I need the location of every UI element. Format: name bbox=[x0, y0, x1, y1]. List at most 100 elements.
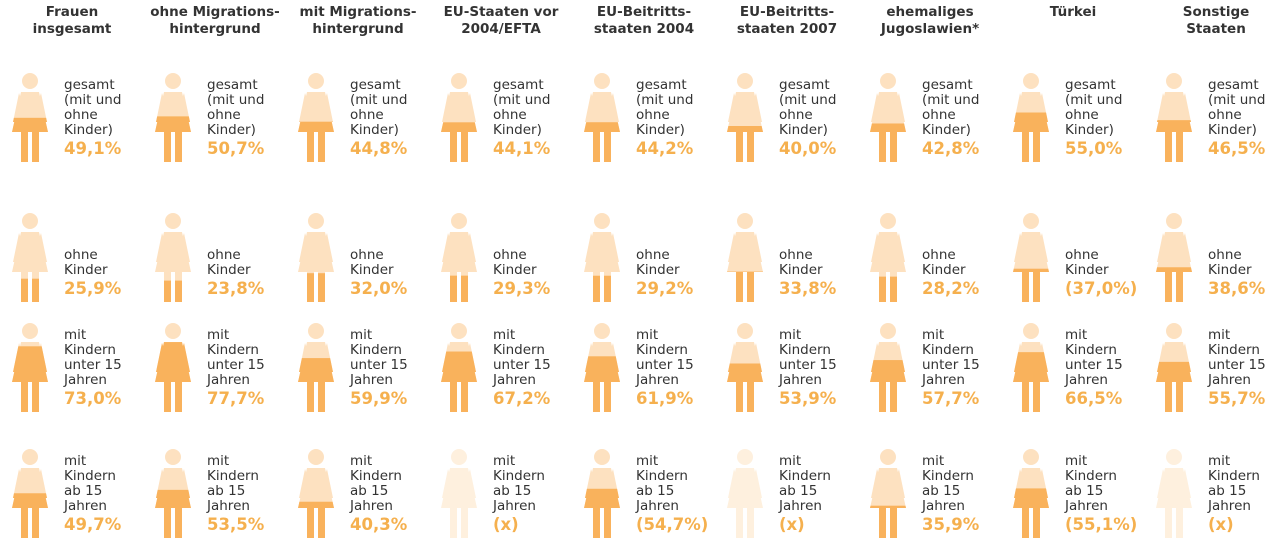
figure-fill bbox=[584, 213, 620, 302]
figure-level bbox=[870, 360, 906, 412]
figure-base bbox=[870, 213, 906, 302]
figure-base bbox=[12, 449, 48, 538]
figure-base bbox=[727, 449, 763, 538]
figure-fill bbox=[441, 449, 477, 538]
figure bbox=[727, 73, 763, 162]
value-label: 35,9% bbox=[922, 515, 980, 534]
figure bbox=[870, 449, 906, 538]
value-label: 42,8% bbox=[922, 139, 980, 158]
column-header: ehemaliges Jugoslawien* bbox=[880, 4, 980, 37]
figure-label: mit Kindern unter 15 Jahren 73,0% bbox=[64, 320, 148, 410]
row-name: mit Kindern unter 15 Jahren bbox=[64, 327, 122, 388]
row-name: ohne Kinder bbox=[636, 247, 680, 278]
row-name: mit Kindern unter 15 Jahren bbox=[636, 327, 694, 388]
figure-fill bbox=[870, 323, 906, 412]
row-name: ohne Kinder bbox=[64, 247, 108, 278]
figure-label: mit Kindern unter 15 Jahren 55,7% bbox=[1208, 320, 1287, 410]
value-label: 66,5% bbox=[1065, 389, 1123, 408]
figure-fill bbox=[441, 213, 477, 302]
row-name: mit Kindern ab 15 Jahren bbox=[350, 453, 402, 514]
value-label: 57,7% bbox=[922, 389, 980, 408]
figure-label: mit Kindern ab 15 Jahren 35,9% bbox=[922, 446, 1006, 536]
value-label: 44,8% bbox=[350, 139, 408, 158]
row-name: gesamt (mit und ohne Kinder) bbox=[493, 77, 551, 138]
figure-label: gesamt (mit und ohne Kinder) 42,8% bbox=[922, 70, 1006, 160]
row-name: ohne Kinder bbox=[779, 247, 823, 278]
figure bbox=[298, 73, 334, 162]
figure bbox=[1013, 73, 1049, 162]
figure-label: ohne Kinder 25,9% bbox=[64, 210, 148, 300]
figure-fill bbox=[870, 213, 906, 302]
value-label: 32,0% bbox=[350, 279, 408, 298]
row-name: mit Kindern unter 15 Jahren bbox=[1208, 327, 1266, 388]
figure-label: mit Kindern unter 15 Jahren 61,9% bbox=[636, 320, 720, 410]
figure-level bbox=[155, 116, 191, 162]
figure-label: ohne Kinder 29,3% bbox=[493, 210, 577, 300]
value-label: 73,0% bbox=[64, 389, 122, 408]
figure-label: gesamt (mit und ohne Kinder) 50,7% bbox=[207, 70, 291, 160]
value-label: 29,3% bbox=[493, 279, 551, 298]
figure bbox=[870, 323, 906, 412]
figure-label: mit Kindern ab 15 Jahren (x) bbox=[1208, 446, 1287, 536]
value-label: 33,8% bbox=[779, 279, 837, 298]
column-header: EU-Staaten vor 2004/EFTA bbox=[443, 4, 559, 37]
value-label: 44,2% bbox=[636, 139, 694, 158]
figure-level bbox=[12, 117, 48, 162]
row-name: mit Kindern ab 15 Jahren bbox=[207, 453, 259, 514]
figure-label: mit Kindern ab 15 Jahren (55,1%) bbox=[1065, 446, 1149, 536]
figure-base bbox=[1156, 213, 1192, 302]
row-name: mit Kindern ab 15 Jahren bbox=[922, 453, 974, 514]
figure-label: ohne Kinder 33,8% bbox=[779, 210, 863, 300]
figure bbox=[727, 449, 763, 538]
figure-label: gesamt (mit und ohne Kinder) 46,5% bbox=[1208, 70, 1287, 160]
figure-fill bbox=[155, 73, 191, 162]
figure-fill bbox=[12, 213, 48, 302]
value-label: 46,5% bbox=[1208, 139, 1266, 158]
row-name: gesamt (mit und ohne Kinder) bbox=[64, 77, 122, 138]
figure bbox=[155, 449, 191, 538]
figure-label: mit Kindern ab 15 Jahren (54,7%) bbox=[636, 446, 720, 536]
figure-label: ohne Kinder 28,2% bbox=[922, 210, 1006, 300]
figure bbox=[155, 323, 191, 412]
figure-label: mit Kindern ab 15 Jahren 49,7% bbox=[64, 446, 148, 536]
figure-level bbox=[727, 363, 763, 412]
figure-level bbox=[298, 121, 334, 162]
figure bbox=[870, 213, 906, 302]
figure-label: gesamt (mit und ohne Kinder) 44,2% bbox=[636, 70, 720, 160]
row-name: mit Kindern ab 15 Jahren bbox=[636, 453, 688, 514]
figure bbox=[12, 73, 48, 162]
figure bbox=[298, 213, 334, 302]
figure-label: mit Kindern ab 15 Jahren 40,3% bbox=[350, 446, 434, 536]
row-name: ohne Kinder bbox=[207, 247, 251, 278]
figure-fill bbox=[1013, 213, 1049, 302]
figure-level bbox=[298, 358, 334, 412]
figure-base bbox=[584, 73, 620, 162]
figure-level bbox=[727, 271, 763, 302]
value-label: 67,2% bbox=[493, 389, 551, 408]
figure-level bbox=[12, 493, 48, 538]
value-label: (55,1%) bbox=[1065, 515, 1138, 534]
figure-base bbox=[727, 73, 763, 162]
figure-fill bbox=[727, 449, 763, 538]
column-header: Türkei bbox=[1049, 4, 1097, 20]
value-label: 77,7% bbox=[207, 389, 265, 408]
figure-level bbox=[298, 501, 334, 538]
figure-level bbox=[12, 278, 48, 302]
figure-fill bbox=[727, 213, 763, 302]
figure bbox=[727, 213, 763, 302]
figure-base bbox=[584, 213, 620, 302]
value-label: (x) bbox=[779, 515, 805, 534]
value-label: (x) bbox=[493, 515, 519, 534]
figure-base bbox=[12, 213, 48, 302]
figure-label: ohne Kinder 23,8% bbox=[207, 210, 291, 300]
figure-label: mit Kindern ab 15 Jahren (x) bbox=[493, 446, 577, 536]
figure-level bbox=[584, 488, 620, 538]
figure-fill bbox=[1156, 213, 1192, 302]
figure-base bbox=[298, 449, 334, 538]
figure bbox=[12, 323, 48, 412]
row-name: ohne Kinder bbox=[922, 247, 966, 278]
figure bbox=[584, 323, 620, 412]
figure bbox=[584, 213, 620, 302]
figure-label: gesamt (mit und ohne Kinder) 49,1% bbox=[64, 70, 148, 160]
figure bbox=[1013, 323, 1049, 412]
